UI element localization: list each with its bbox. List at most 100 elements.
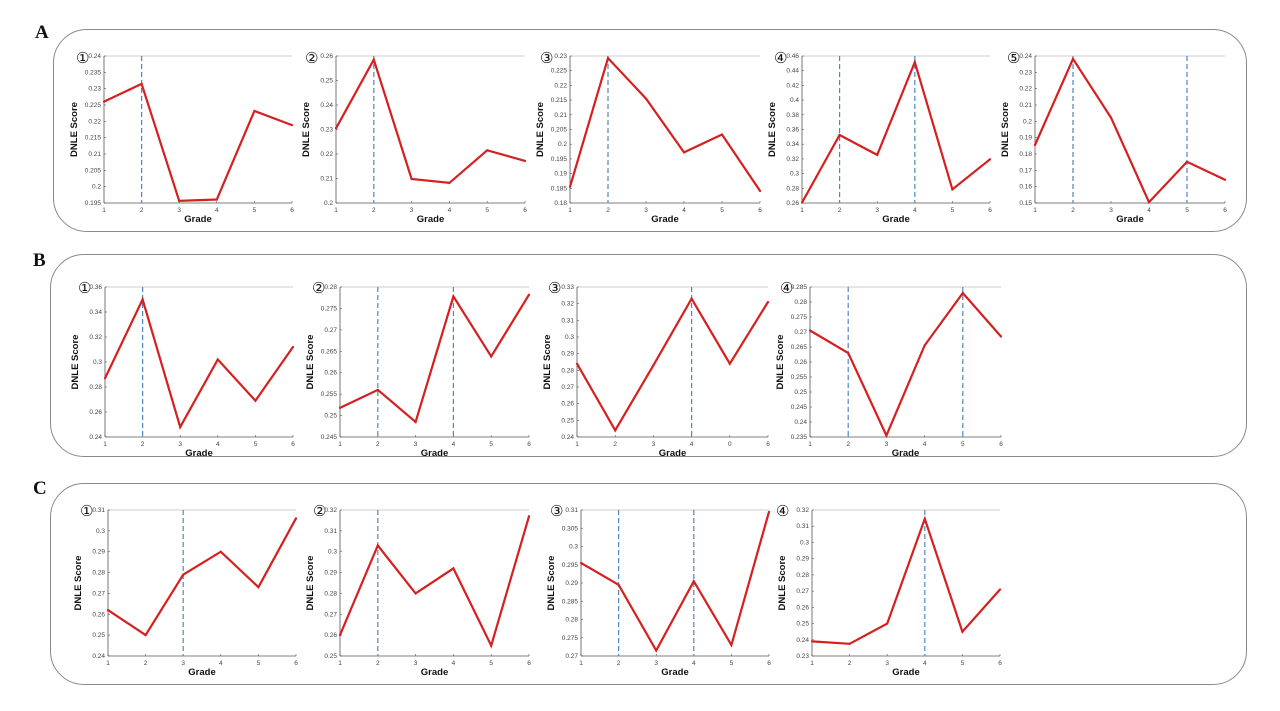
y-tick-label: 0.28	[89, 384, 102, 391]
panel-number: ①	[80, 502, 93, 520]
y-tick-label: 0.24	[561, 434, 574, 441]
x-tick-label: 1	[338, 441, 342, 448]
x-tick-label: 1	[579, 660, 583, 667]
y-tick-label: 0.25	[794, 389, 807, 396]
y-tick-label: 0.215	[85, 135, 102, 142]
y-tick-label: 0.265	[791, 344, 808, 351]
x-tick-label: 5	[485, 207, 489, 214]
y-tick-label: 0.225	[551, 68, 568, 75]
x-tick-label: 3	[178, 441, 182, 448]
data-point	[1223, 178, 1227, 181]
panel-number: ③	[550, 502, 563, 520]
data-point	[490, 355, 493, 358]
panel-number: ①	[76, 49, 89, 67]
data-point	[1109, 116, 1113, 119]
data-point	[1071, 57, 1075, 61]
data-point	[652, 364, 655, 367]
x-tick-label: 3	[181, 660, 185, 667]
data-point	[728, 362, 731, 365]
chart-c-10: ② 0.25 0.26 0.27 0.28 0.29 0.3 0.31 0.32 1 2 3 4 5 6 Gr…	[305, 502, 531, 678]
data-point	[617, 583, 620, 586]
data-point	[410, 177, 413, 181]
x-tick-label: 4	[690, 441, 694, 448]
y-tick-label: 0.21	[320, 176, 333, 183]
dnle-score-line	[811, 515, 1001, 645]
y-tick-label: 0.22	[88, 118, 101, 125]
y-tick-label: 0.28	[565, 617, 578, 624]
y-tick-label: 0.27	[794, 329, 807, 336]
y-tick-label: 0.24	[89, 434, 102, 441]
data-point	[414, 592, 417, 595]
data-point	[486, 149, 489, 152]
x-tick-label: 6	[767, 660, 771, 667]
x-tick-label: 4	[452, 660, 456, 667]
y-tick-label: 0.245	[321, 434, 338, 441]
x-axis-title: Grade	[421, 448, 448, 459]
data-point	[140, 82, 143, 86]
x-axis-title: Grade	[184, 214, 211, 225]
y-tick-label: 0.2	[324, 200, 333, 207]
x-tick-label: 4	[913, 207, 917, 214]
y-tick-label: 0.31	[561, 317, 574, 324]
x-tick-label: 5	[1185, 207, 1189, 214]
data-point	[182, 573, 185, 576]
x-tick-label: 2	[606, 207, 610, 214]
y-tick-label: 0.27	[92, 590, 105, 597]
data-point	[452, 567, 455, 570]
x-tick-label: 6	[766, 441, 770, 448]
x-tick-label: 3	[885, 441, 889, 448]
y-tick-label: 0.3	[569, 544, 578, 551]
dnle-score-line	[107, 517, 297, 637]
y-tick-label: 0.215	[551, 97, 568, 104]
y-tick-label: 0.27	[565, 653, 578, 660]
x-tick-label: 6	[527, 441, 531, 448]
data-point	[219, 550, 222, 553]
x-tick-label: 1	[103, 441, 107, 448]
x-tick-label: 2	[846, 441, 850, 448]
x-axis-title: Grade	[1116, 214, 1143, 225]
x-tick-label: 3	[875, 207, 879, 214]
y-tick-label: 0.28	[786, 185, 799, 192]
data-point	[215, 198, 218, 201]
y-tick-label: 0.255	[791, 374, 808, 381]
x-tick-label: 6	[290, 207, 294, 214]
dnle-score-line	[339, 293, 530, 424]
y-tick-label: 0.36	[786, 127, 799, 134]
y-tick-label: 0.34	[786, 141, 799, 148]
x-tick-label: 6	[988, 207, 992, 214]
data-point	[951, 188, 954, 191]
y-tick-label: 0.3	[328, 549, 337, 556]
y-tick-label: 0.25	[324, 653, 337, 660]
dnle-score-line	[1033, 56, 1226, 205]
data-point	[575, 362, 579, 365]
x-axis-title: Grade	[188, 667, 215, 678]
data-point	[290, 123, 294, 127]
x-axis-title: Grade	[659, 448, 686, 459]
chart-a-0: ① 0.195 0.2 0.205 0.21 0.215 0.22 0.225 0.23 0.23…	[69, 49, 294, 225]
y-tick-label: 0.15	[1019, 200, 1032, 207]
x-tick-label: 1	[568, 207, 572, 214]
data-point	[988, 158, 992, 161]
y-tick-label: 0.21	[1019, 102, 1032, 109]
group-b-letter: B	[33, 250, 46, 271]
y-tick-label: 0.32	[786, 156, 799, 163]
y-tick-label: 0.3	[800, 539, 809, 546]
dnle-score-line	[335, 56, 526, 185]
data-point	[376, 388, 379, 391]
y-tick-label: 0.185	[551, 185, 568, 192]
y-tick-label: 0.23	[88, 86, 101, 93]
x-tick-label: 3	[410, 207, 414, 214]
x-tick-label: 2	[372, 207, 376, 214]
y-tick-label: 0.25	[92, 632, 105, 639]
data-point	[720, 133, 724, 136]
x-tick-label: 2	[617, 660, 621, 667]
panel-number: ④	[780, 279, 793, 297]
data-point	[579, 561, 583, 565]
data-point	[338, 634, 342, 637]
group-b-frame	[50, 254, 1247, 457]
panel-number: ③	[548, 279, 561, 297]
y-tick-label: 0.18	[554, 200, 567, 207]
y-tick-label: 0.17	[1019, 167, 1032, 174]
y-tick-label: 0.19	[1019, 135, 1032, 142]
data-point	[294, 517, 298, 520]
